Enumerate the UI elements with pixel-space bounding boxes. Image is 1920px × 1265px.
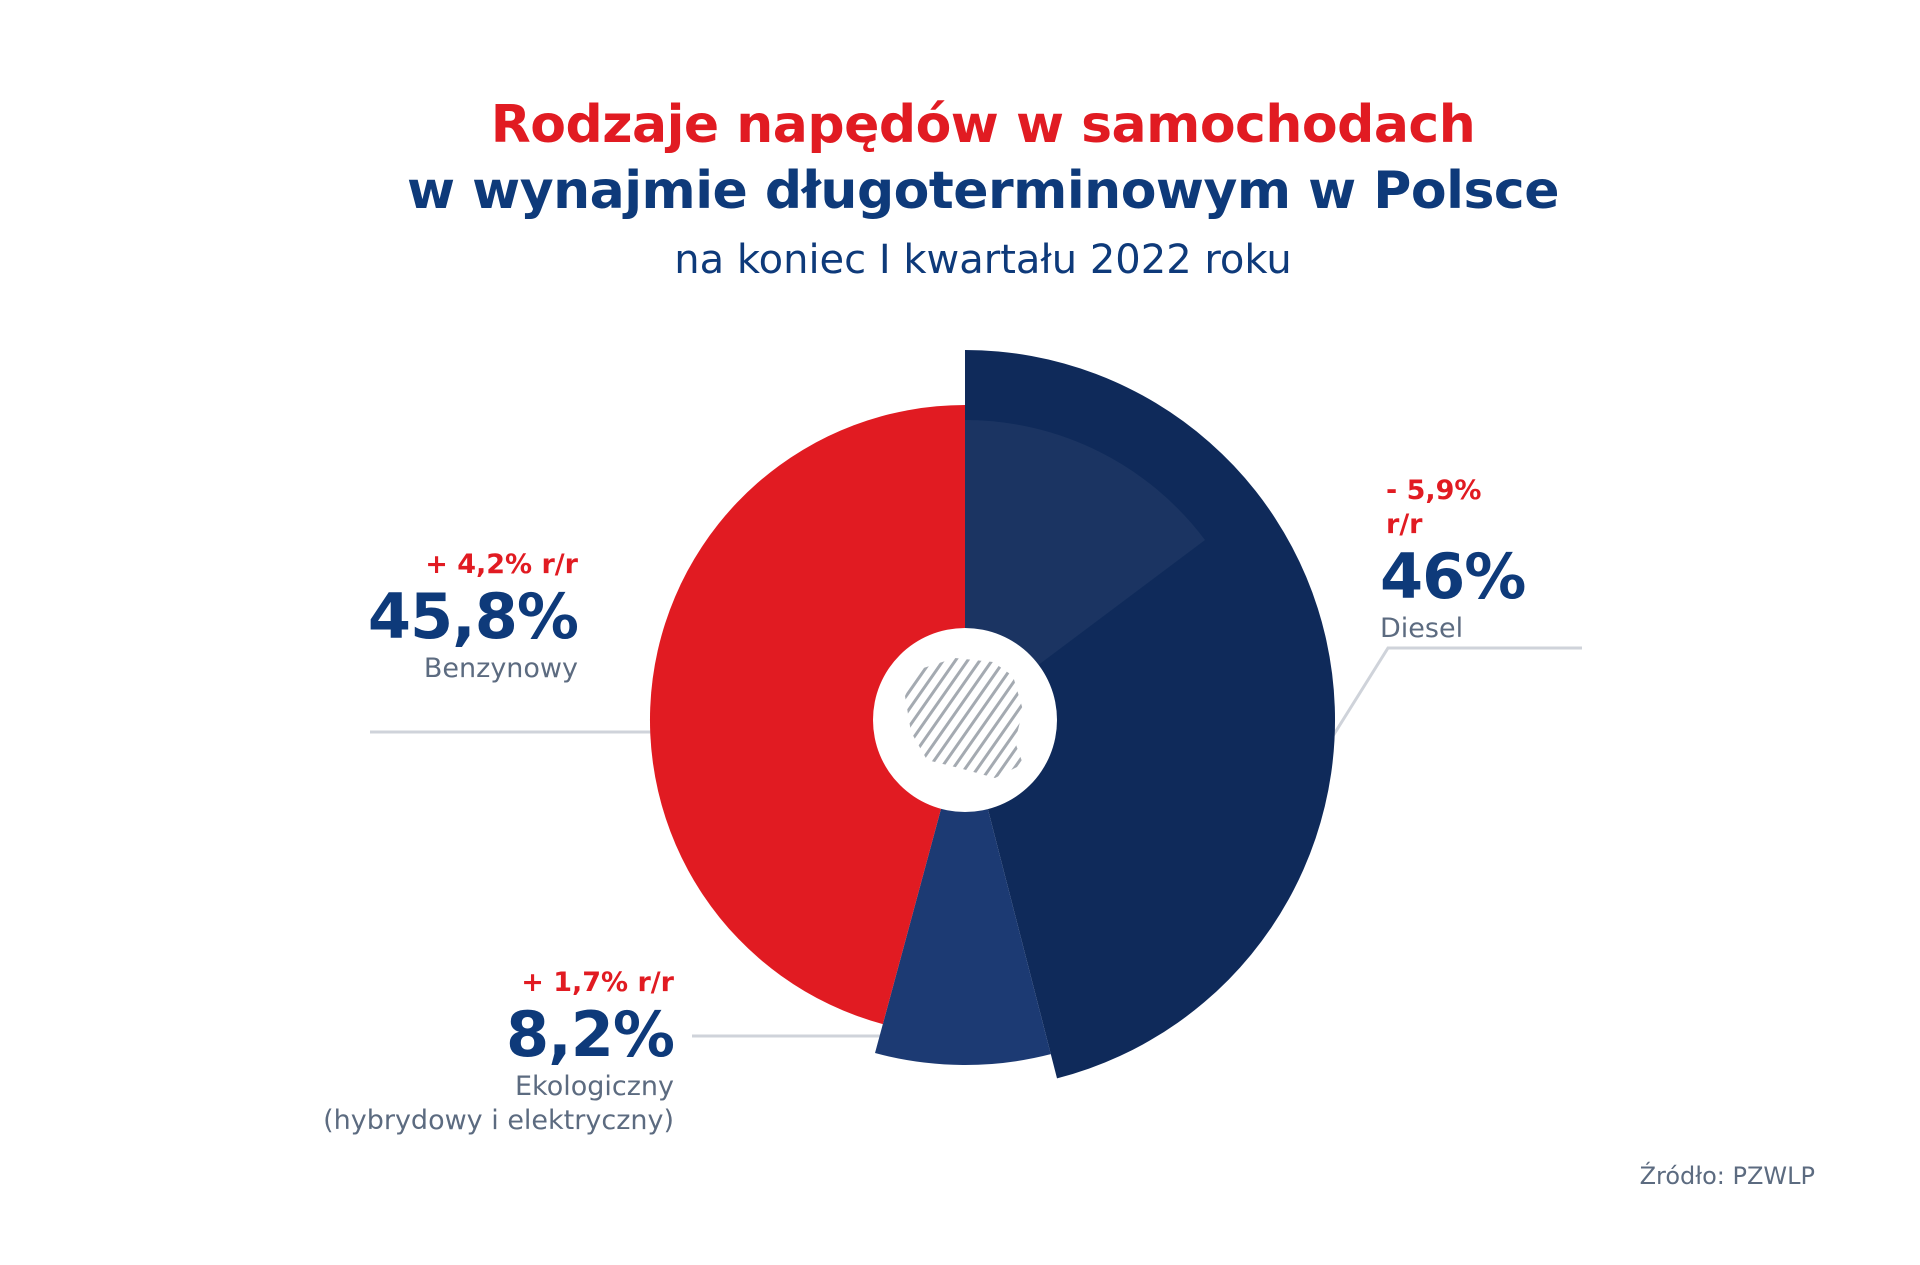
pie-slice-diesel	[965, 350, 1336, 1079]
label-diesel: - 5,9% r/r 46% Diesel	[1330, 474, 1526, 646]
label-ekologiczny: + 1,7% r/r 8,2% Ekologiczny (hybrydowy i…	[290, 966, 675, 1138]
name-ekologiczny: Ekologiczny	[514, 1071, 674, 1102]
chart-subtitle: na koniec I kwartału 2022 roku	[674, 237, 1292, 283]
change-benzynowy: + 4,2% r/r	[425, 549, 578, 580]
pie-slice-benzynowy	[649, 405, 965, 1025]
pie-slices	[649, 350, 1336, 1079]
change-ekologiczny: + 1,7% r/r	[521, 967, 674, 998]
center-badge	[873, 628, 1057, 812]
name-benzynowy: Benzynowy	[423, 653, 578, 684]
poland-map-icon	[905, 658, 1023, 778]
note-ekologiczny: (hybrydowy i elektryczny)	[323, 1105, 674, 1136]
change-diesel: - 5,9% r/r	[1386, 475, 1482, 540]
value-diesel: 46%	[1380, 540, 1526, 613]
name-diesel: Diesel	[1380, 613, 1464, 644]
diesel-sheen	[965, 420, 1205, 720]
label-benzynowy: + 4,2% r/r 45,8% Benzynowy	[280, 548, 579, 686]
guide-line-diesel	[1294, 646, 1582, 796]
chart-title-line1: Rodzaje napędów w samochodach	[490, 95, 1476, 155]
source-note: Źródło: PZWLP	[1639, 1162, 1815, 1190]
pie-slice-ekologiczny	[875, 720, 1051, 1066]
value-ekologiczny: 8,2%	[506, 998, 675, 1071]
value-benzynowy: 45,8%	[367, 580, 579, 653]
chart-title-line2: w wynajmie długoterminowym w Polsce	[407, 161, 1559, 221]
chart-title-block: Rodzaje napędów w samochodach w wynajmie…	[0, 92, 1920, 290]
